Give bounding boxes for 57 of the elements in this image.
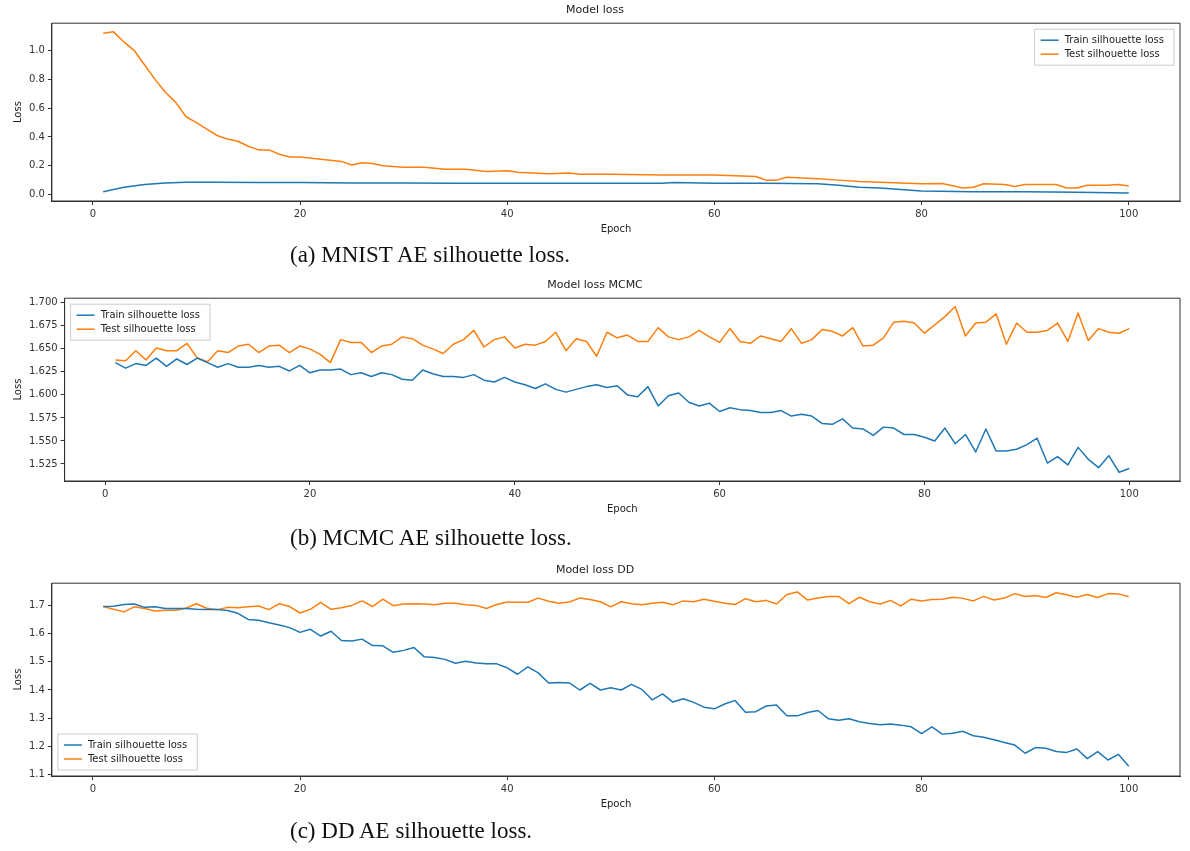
legend-label: Test silhouette loss — [99, 322, 196, 334]
x-tick-label: 80 — [918, 487, 931, 499]
y-tick-label: 1.525 — [28, 457, 58, 469]
text: (a) MNIST AE silhouette loss. — [289, 241, 572, 269]
x-tick-label: 20 — [293, 782, 307, 794]
y-tick-label: 1.550 — [28, 434, 58, 446]
x-tick-label: 60 — [708, 207, 721, 219]
y-tick-label: 1.600 — [28, 388, 58, 400]
y-axis-title: Loss — [11, 101, 23, 124]
x-tick-label: 40 — [500, 782, 514, 794]
y-tick-label: 0.4 — [29, 130, 45, 142]
y-tick-label: 1.625 — [28, 365, 58, 377]
x-axis-title: Epoch — [600, 222, 632, 234]
x-tick-label: 60 — [713, 487, 726, 499]
x-tick-label: 100 — [1119, 207, 1139, 219]
chart-title: Model loss DD — [555, 563, 635, 577]
y-tick-label: 1.4 — [29, 683, 45, 695]
legend-label: Train silhouette loss — [99, 308, 200, 320]
text: (b) MCMC AE silhouette loss. — [289, 524, 573, 552]
legend-label: Test silhouette loss — [1063, 47, 1160, 59]
text: (c) DD AE silhouette loss. — [289, 817, 534, 845]
x-tick-label: 40 — [508, 487, 522, 499]
y-tick-label: 1.575 — [28, 411, 58, 423]
chart-title: Model loss — [566, 3, 625, 17]
chart-title: Model loss MCMC — [547, 278, 644, 292]
x-tick-label: 20 — [303, 487, 317, 499]
y-tick-label: 1.0 — [29, 44, 45, 56]
y-tick-label: 0.8 — [29, 72, 45, 84]
y-tick-label: 1.3 — [29, 711, 45, 723]
y-tick-label: 1.1 — [29, 767, 45, 779]
x-axis-title: Epoch — [600, 797, 632, 809]
x-tick-label: 80 — [915, 207, 928, 219]
y-tick-label: 1.5 — [29, 655, 45, 667]
y-tick-label: 1.2 — [29, 739, 45, 751]
y-tick-label: 0.6 — [29, 101, 45, 113]
x-tick-label: 20 — [293, 207, 307, 219]
legend-label: Train silhouette loss — [86, 738, 188, 750]
x-tick-label: 0 — [89, 782, 97, 794]
y-tick-label: 1.675 — [28, 319, 58, 331]
x-tick-label: 0 — [101, 487, 109, 499]
x-tick-label: 100 — [1119, 487, 1139, 499]
legend-label: Train silhouette loss — [1063, 33, 1164, 45]
y-tick-label: 1.7 — [29, 599, 45, 611]
y-tick-label: 1.650 — [28, 342, 58, 354]
y-tick-label: 1.6 — [29, 627, 45, 639]
y-tick-label: 1.700 — [28, 296, 58, 308]
x-tick-label: 0 — [89, 207, 97, 219]
y-tick-label: 0.0 — [29, 188, 45, 200]
x-tick-label: 60 — [708, 782, 721, 794]
y-tick-label: 0.2 — [29, 159, 45, 171]
x-tick-label: 80 — [915, 782, 928, 794]
x-tick-label: 100 — [1119, 782, 1139, 794]
x-axis-title: Epoch — [607, 502, 638, 514]
y-axis-title: Loss — [11, 378, 23, 401]
x-tick-label: 40 — [500, 207, 514, 219]
legend-label: Test silhouette loss — [86, 752, 183, 764]
y-axis-title: Loss — [11, 668, 23, 691]
